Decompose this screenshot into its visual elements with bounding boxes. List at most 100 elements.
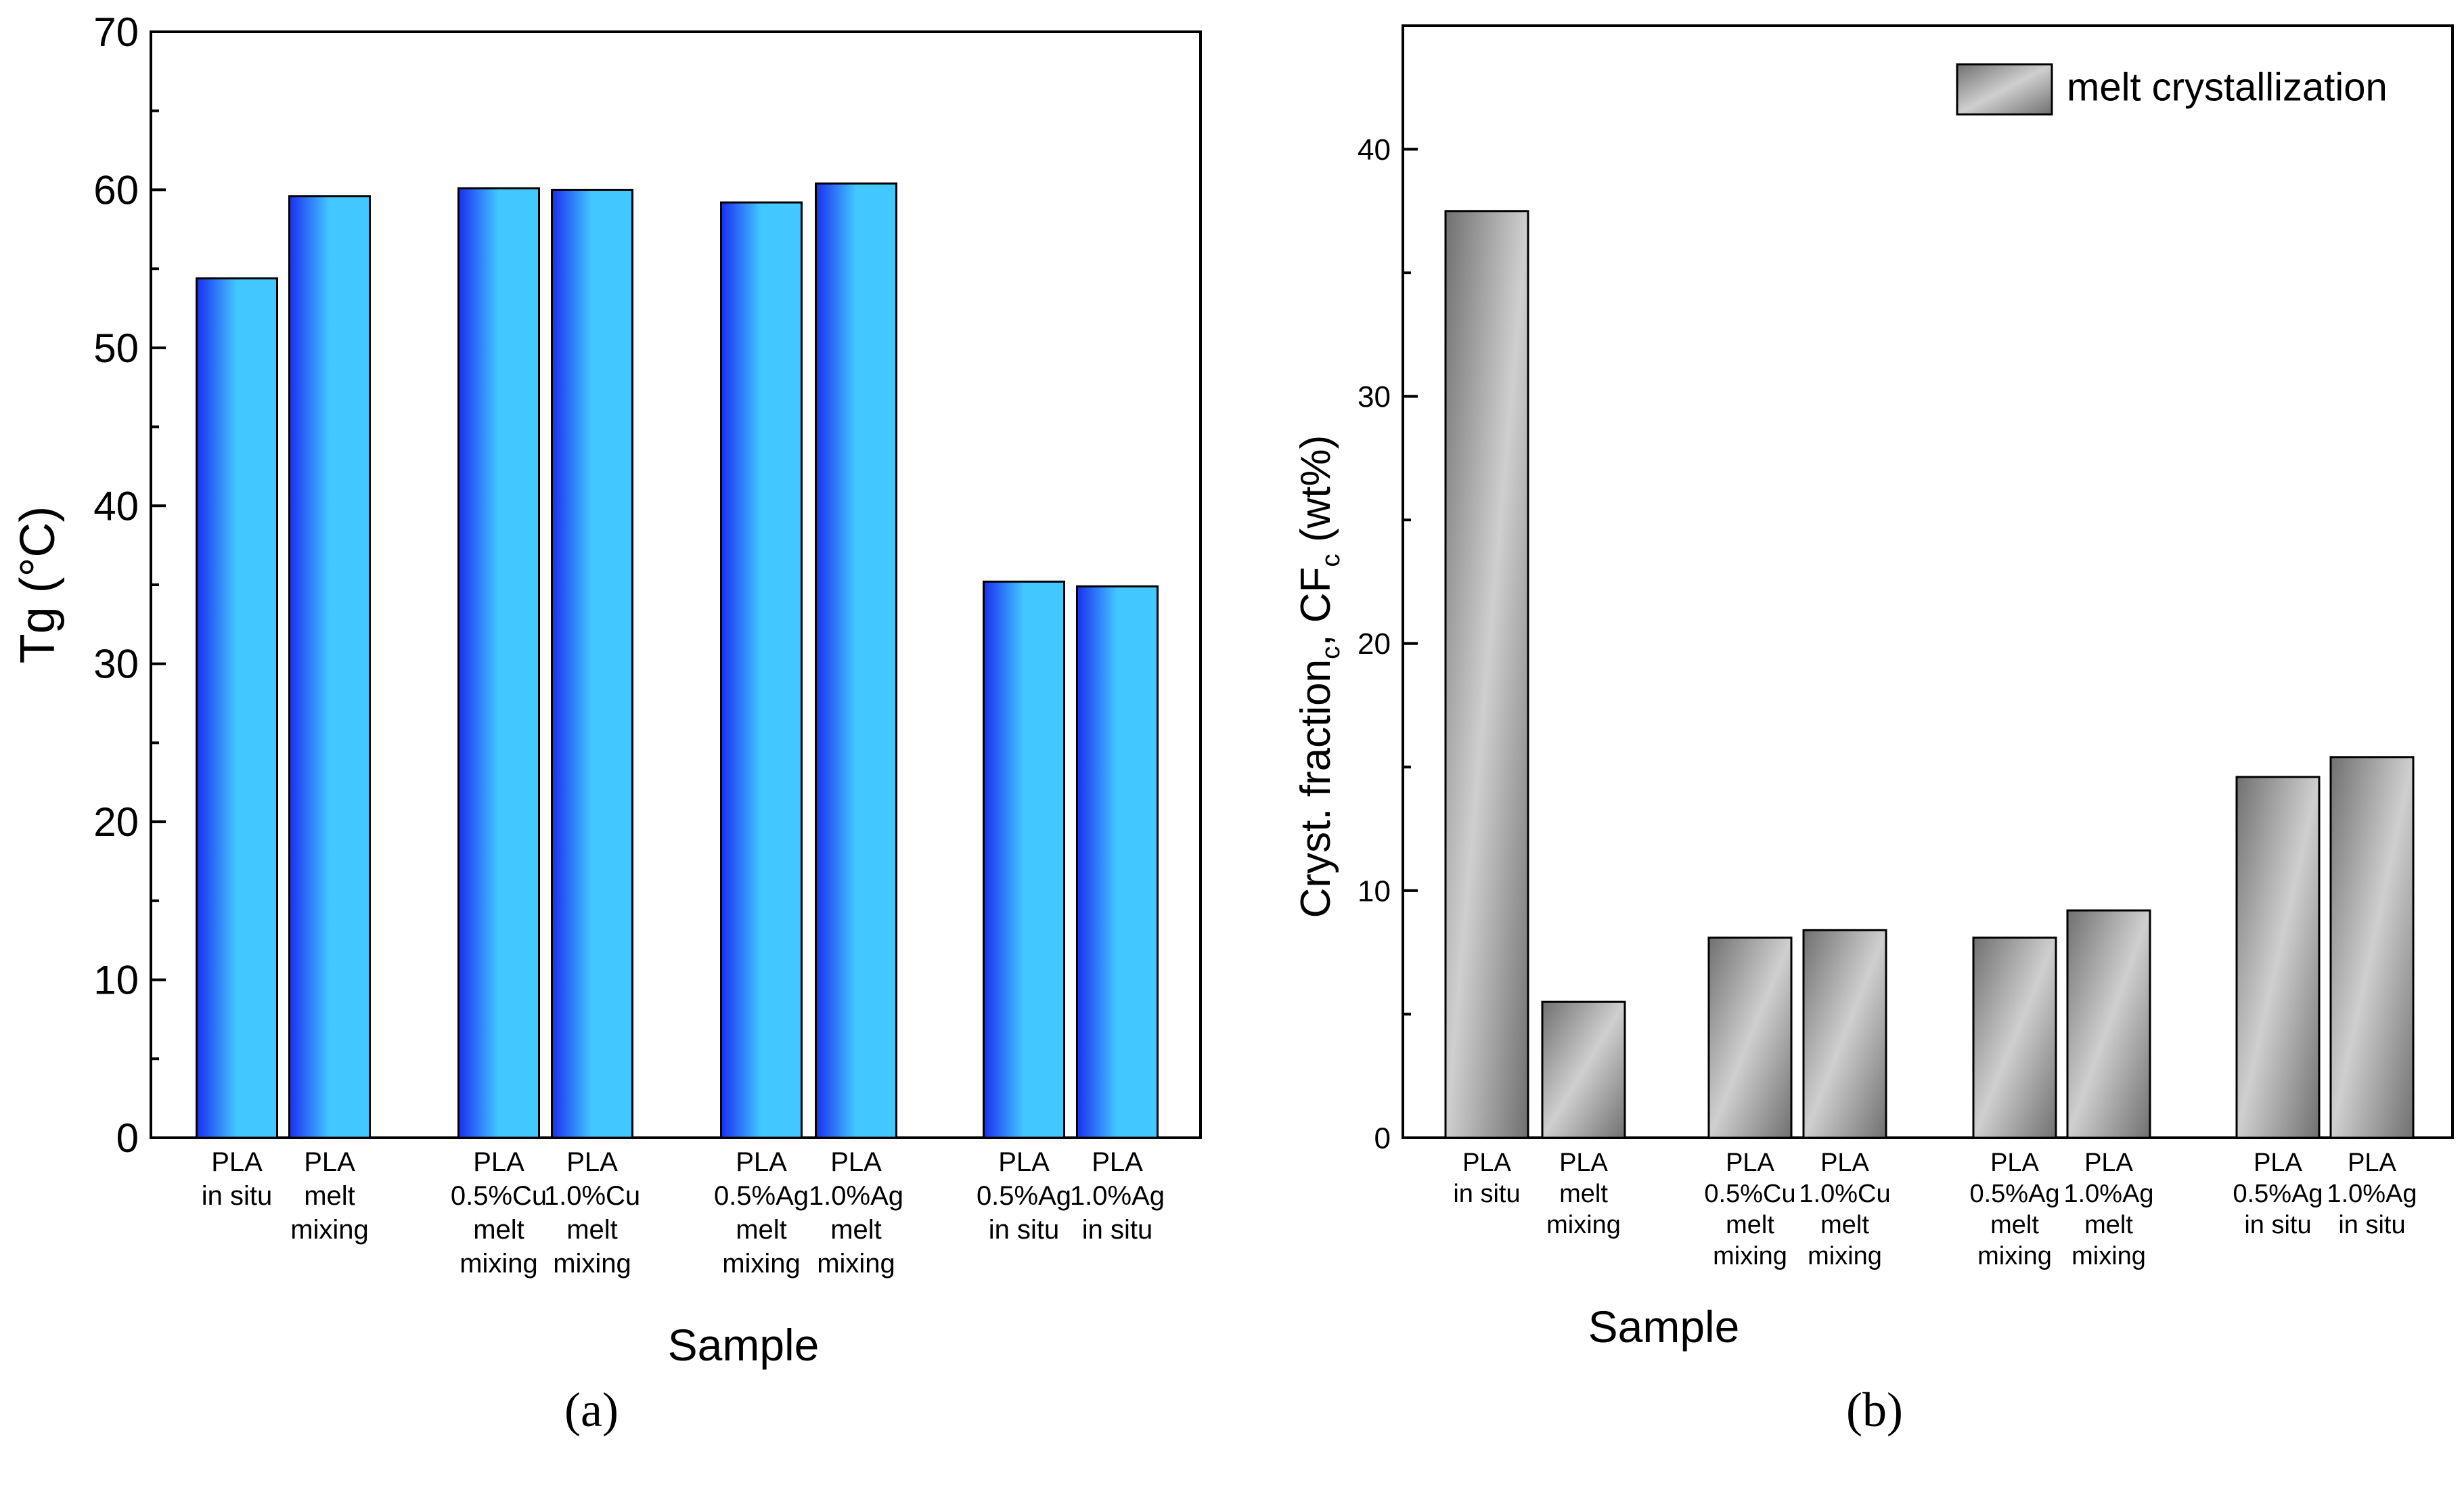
panel-label-b: (b) bbox=[1846, 1383, 1903, 1437]
legend-swatch bbox=[1956, 63, 2053, 116]
x-tick-label-line: in situ bbox=[2338, 1211, 2405, 1239]
x-tick-label-line: 1.0%Ag bbox=[1070, 1181, 1165, 1211]
x-tick-label: PLA 0.5%Ag in situ bbox=[977, 1147, 1071, 1245]
x-tick-label-line: PLA bbox=[1092, 1147, 1143, 1177]
y-tick-label: 20 bbox=[1358, 627, 1391, 661]
y-axis-label-subscript: c bbox=[1316, 646, 1345, 659]
y-tick-label: 0 bbox=[116, 1115, 139, 1161]
x-tick-label: PLA 0.5%Cu melt mixing bbox=[1704, 1149, 1795, 1270]
x-tick-label-line: melt bbox=[736, 1215, 787, 1245]
x-tick-label-line: PLA bbox=[473, 1147, 524, 1177]
bar bbox=[288, 195, 371, 1139]
y-tick-label: 30 bbox=[1358, 380, 1391, 414]
y-tick-label: 40 bbox=[93, 483, 139, 529]
x-tick-label-line: melt bbox=[1820, 1211, 1869, 1239]
x-tick-label: PLA 0.5%Ag melt mixing bbox=[1969, 1149, 2059, 1270]
y-tick-label: 40 bbox=[1358, 133, 1391, 167]
bar bbox=[457, 187, 540, 1139]
x-tick-label-line: 1.0%Ag bbox=[2063, 1180, 2153, 1208]
x-tick-label-line: melt bbox=[304, 1181, 355, 1211]
x-tick-label-line: melt bbox=[830, 1215, 882, 1245]
x-tick-label-line: melt bbox=[566, 1215, 618, 1245]
legend-label: melt crystallization bbox=[2067, 65, 2388, 109]
x-tick-label-line: PLA bbox=[736, 1147, 787, 1177]
x-tick-label-line: 0.5%Cu bbox=[1704, 1180, 1795, 1208]
bar bbox=[2066, 909, 2151, 1139]
x-tick-label-line: mixing bbox=[460, 1249, 538, 1279]
x-tick-label-line: PLA bbox=[998, 1147, 1050, 1177]
y-tick-label: 20 bbox=[93, 799, 139, 845]
y-axis-label-subscript: c bbox=[1316, 554, 1345, 567]
bar bbox=[1802, 929, 1887, 1139]
y-tick-label: 30 bbox=[93, 642, 139, 687]
x-tick-label: PLA in situ bbox=[202, 1147, 273, 1211]
bar bbox=[720, 201, 803, 1139]
x-tick-label-line: PLA bbox=[566, 1147, 618, 1177]
x-tick-label-line: mixing bbox=[553, 1249, 631, 1279]
x-tick-label: PLA 1.0%Ag melt mixing bbox=[2063, 1149, 2153, 1270]
bar bbox=[815, 182, 897, 1139]
bar bbox=[551, 188, 633, 1139]
x-tick-label-line: in situ bbox=[989, 1215, 1060, 1245]
x-tick-label-line: melt bbox=[1726, 1211, 1774, 1239]
x-axis-label: Sample bbox=[1588, 1302, 1740, 1352]
y-tick-label: 0 bbox=[1374, 1122, 1391, 1155]
x-tick-label: PLA melt mixing bbox=[1546, 1149, 1621, 1239]
plot-frame bbox=[1402, 24, 2454, 1139]
x-tick-label-line: 1.0%Ag bbox=[2327, 1180, 2417, 1208]
x-tick-label-line: PLA bbox=[2084, 1149, 2133, 1177]
x-tick-label-line: mixing bbox=[1713, 1242, 1787, 1270]
x-tick-label: PLA melt mixing bbox=[290, 1147, 369, 1245]
x-tick-label-line: 0.5%Cu bbox=[451, 1181, 547, 1211]
x-tick-label: PLA 1.0%Ag in situ bbox=[1070, 1147, 1165, 1245]
x-tick-label-line: 0.5%Ag bbox=[714, 1181, 809, 1211]
x-tick-label-line: 1.0%Cu bbox=[1799, 1180, 1890, 1208]
x-tick-label-line: melt bbox=[473, 1215, 524, 1245]
x-tick-label-line: mixing bbox=[1808, 1242, 1882, 1270]
x-tick-label-line: mixing bbox=[2071, 1242, 2146, 1270]
y-tick-label: 10 bbox=[1358, 874, 1391, 908]
x-tick-label-line: in situ bbox=[202, 1181, 273, 1211]
x-tick-label-line: PLA bbox=[1462, 1149, 1511, 1177]
y-tick-label: 10 bbox=[93, 958, 139, 1003]
y-axis-label-part: (wt%) bbox=[1293, 435, 1339, 554]
bar bbox=[1444, 210, 1529, 1139]
x-tick-label-line: melt bbox=[1559, 1180, 1608, 1208]
x-tick-label: PLA in situ bbox=[1453, 1149, 1520, 1208]
y-tick-label: 70 bbox=[93, 9, 139, 55]
x-tick-label: PLA 1.0%Ag melt mixing bbox=[809, 1147, 903, 1279]
bar bbox=[2235, 776, 2321, 1139]
y-axis-label-part: Cryst. fraction bbox=[1293, 659, 1339, 918]
x-tick-label: PLA 0.5%Cu melt mixing bbox=[451, 1147, 547, 1279]
x-tick-label-line: mixing bbox=[290, 1215, 369, 1245]
x-tick-label-line: mixing bbox=[1546, 1211, 1621, 1239]
x-tick-label-line: PLA bbox=[2254, 1149, 2302, 1177]
bar bbox=[196, 277, 278, 1139]
x-tick-label: PLA 1.0%Ag in situ bbox=[2327, 1149, 2417, 1239]
x-tick-label-line: 0.5%Ag bbox=[1969, 1180, 2059, 1208]
x-tick-label-line: in situ bbox=[1453, 1180, 1520, 1208]
y-tick-label: 60 bbox=[93, 167, 139, 213]
x-tick-label-line: mixing bbox=[1977, 1242, 2052, 1270]
x-tick-label-line: 1.0%Ag bbox=[809, 1181, 903, 1211]
x-tick-label-line: PLA bbox=[304, 1147, 355, 1177]
x-tick-label-line: in situ bbox=[2244, 1211, 2311, 1239]
x-tick-label-line: 0.5%Ag bbox=[2233, 1180, 2323, 1208]
x-tick-label-line: melt bbox=[1990, 1211, 2039, 1239]
x-tick-label-line: PLA bbox=[1726, 1149, 1774, 1177]
y-axis-label-part: , CF bbox=[1293, 567, 1339, 646]
x-tick-label-line: mixing bbox=[817, 1249, 895, 1279]
panel-label-a: (a) bbox=[564, 1383, 619, 1437]
x-tick-label-line: PLA bbox=[2348, 1149, 2396, 1177]
y-axis-label: Tg (°C) bbox=[11, 506, 65, 664]
y-axis-label: Cryst. fractionc, CFc (wt%) bbox=[1293, 435, 1345, 918]
x-tick-label-line: PLA bbox=[211, 1147, 263, 1177]
x-tick-label-line: PLA bbox=[1990, 1149, 2039, 1177]
chart-b: 0 10 20 30 40 PLA in situ PLA melt mixing PLA 0.5%C… bbox=[1293, 24, 2454, 1352]
x-tick-label-line: mixing bbox=[722, 1249, 801, 1279]
bar bbox=[1707, 936, 1793, 1139]
x-tick-label-line: melt bbox=[2084, 1211, 2133, 1239]
x-tick-label-line: 0.5%Ag bbox=[977, 1181, 1071, 1211]
